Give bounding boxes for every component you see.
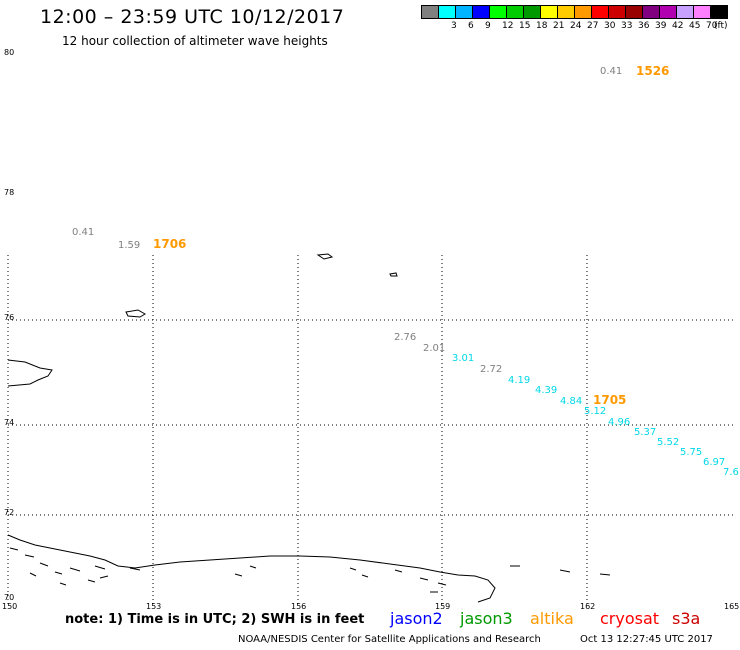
longitude-labels: 150 153 156 159 162 165 [2, 602, 739, 611]
legend-label: 12 [502, 21, 514, 31]
legend-label: 27 [587, 21, 599, 31]
wave-height-value: 7.6 [723, 467, 739, 478]
page-subtitle: 12 hour collection of altimeter wave hei… [62, 34, 328, 48]
legend-label: 30 [604, 21, 616, 31]
wave-height-value: 5.12 [584, 406, 606, 417]
island-west [7, 359, 53, 387]
wave-height-value: 0.41 [72, 227, 94, 238]
legend-label: 18 [536, 21, 548, 31]
legend-label: 21 [553, 21, 565, 31]
latitude-label: 70 [4, 593, 14, 602]
islet-1 [125, 309, 146, 318]
wave-height-value: 4.19 [508, 375, 530, 386]
footer-note: note: 1) Time is in UTC; 2) SWH is in fe… [65, 612, 365, 627]
satellite-name: jason3 [460, 609, 513, 628]
satellite-name: s3a [672, 609, 701, 628]
wave-height-value: 5.52 [657, 437, 679, 448]
coast-bits-east [129, 565, 611, 593]
legend-label: 42 [672, 21, 684, 31]
legend-label: 33 [621, 21, 633, 31]
coast-bits-west [9, 547, 109, 586]
wave-height-value: 4.39 [535, 385, 557, 396]
longitude-label: 153 [146, 602, 161, 611]
wave-height-value: 3.01 [452, 353, 474, 364]
obs-time-label: 1705 [593, 393, 626, 407]
wave-height-value: 0.41 [600, 66, 622, 77]
footer-timestamp: Oct 13 12:27:45 UTC 2017 [580, 634, 713, 645]
page-title: 12:00 – 23:59 UTC 10/12/2017 [40, 6, 345, 28]
satellite-name: cryosat [600, 609, 660, 628]
footer-credit: NOAA/NESDIS Center for Satellite Applica… [238, 634, 541, 645]
latitude-label: 76 [4, 313, 14, 322]
longitude-label: 165 [724, 602, 739, 611]
longitude-label: 156 [291, 602, 306, 611]
map-grid [7, 255, 734, 605]
longitude-label: 159 [435, 602, 450, 611]
wave-height-value: 5.75 [680, 447, 702, 458]
coastline [7, 253, 611, 603]
wave-height-value: 2.72 [480, 364, 502, 375]
longitude-label: 162 [580, 602, 595, 611]
legend-label: 15 [519, 21, 531, 31]
legend-label: 45 [689, 21, 701, 31]
legend-label: 3 [451, 21, 457, 31]
latitude-label: 74 [4, 418, 14, 427]
latitude-label: 78 [4, 188, 14, 197]
legend-label: 36 [638, 21, 650, 31]
color-legend [421, 5, 728, 19]
legend-swatch [710, 5, 728, 19]
observations: 0.41 1526 0.41 1.59 1706 2.76 2.01 3.01 2.72 4.19… [72, 64, 739, 478]
wave-height-value: 2.76 [394, 332, 416, 343]
wave-height-value: 4.84 [560, 396, 582, 407]
obs-time-label: 1526 [636, 64, 669, 78]
latitude-labels: 80 78 76 74 72 70 [4, 48, 14, 602]
legend-label: 70 [706, 21, 718, 31]
wave-height-value: 4.96 [608, 417, 630, 428]
wave-height-value: 2.01 [423, 343, 445, 354]
latitude-label: 72 [4, 508, 14, 517]
north-coast [7, 534, 496, 603]
wave-height-value: 1.59 [118, 240, 140, 251]
satellite-name: jason2 [390, 609, 443, 628]
legend-unit: (ft) [714, 21, 728, 31]
wave-height-value: 5.37 [634, 427, 656, 438]
legend-label: 39 [655, 21, 667, 31]
legend-label: 24 [570, 21, 582, 31]
satellite-name: altika [530, 609, 574, 628]
legend-label: 9 [485, 21, 491, 31]
latitude-label: 80 [4, 48, 14, 57]
wave-height-value: 6.97 [703, 457, 725, 468]
islet-3 [389, 272, 398, 277]
obs-time-label: 1706 [153, 237, 186, 251]
longitude-label: 150 [2, 602, 17, 611]
legend-label: 6 [468, 21, 474, 31]
islet-2 [316, 253, 334, 260]
